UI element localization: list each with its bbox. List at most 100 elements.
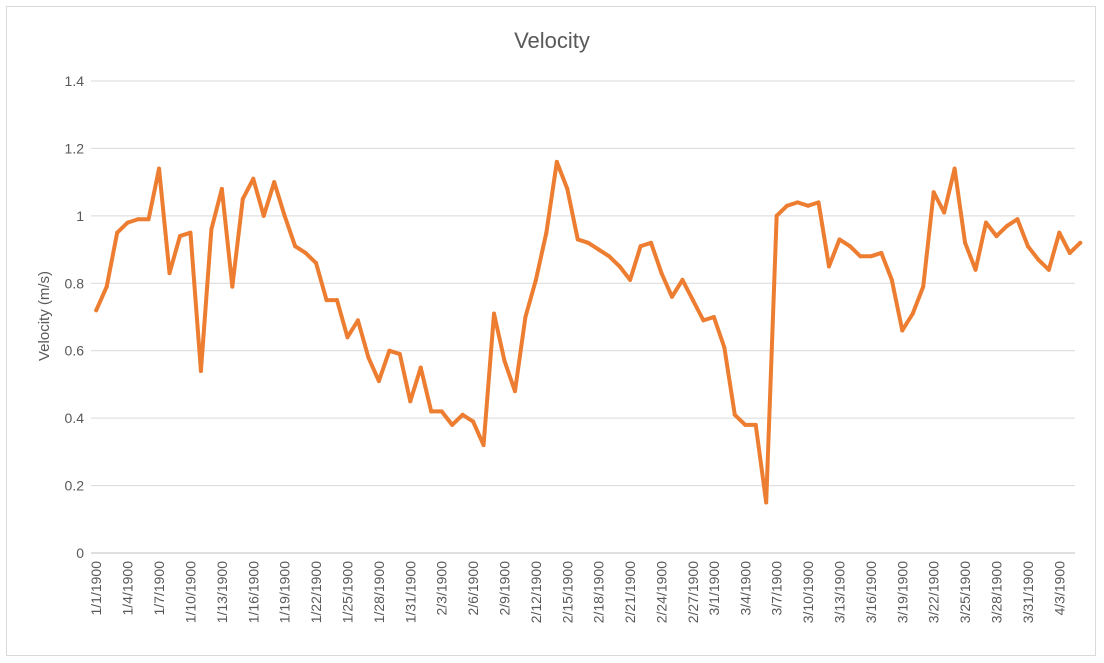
data-point	[314, 261, 319, 266]
x-tick-label: 1/1/1900	[88, 561, 104, 616]
data-point	[115, 230, 120, 235]
x-tick-label: 2/15/1900	[559, 561, 575, 623]
y-tick-label: 0.6	[65, 343, 85, 359]
data-point	[690, 298, 695, 303]
gridlines	[91, 80, 1075, 554]
x-tick-label: 2/21/1900	[622, 561, 638, 623]
data-point	[701, 318, 706, 323]
data-point	[942, 210, 947, 215]
x-tick-label: 1/10/1900	[182, 561, 198, 623]
data-point	[198, 368, 203, 373]
data-point	[785, 203, 790, 208]
data-point	[963, 240, 968, 245]
x-tick-label: 3/10/1900	[800, 561, 816, 623]
data-point	[1004, 223, 1009, 228]
y-tick-label: 0.8	[65, 275, 85, 291]
data-point	[397, 352, 402, 357]
data-point	[157, 166, 162, 171]
y-tick-label: 1.4	[65, 73, 85, 89]
data-point	[774, 213, 779, 218]
data-point	[387, 348, 392, 353]
data-point	[251, 176, 256, 181]
data-point	[240, 197, 245, 201]
x-tick-label: 3/19/1900	[894, 561, 910, 623]
data-point	[345, 335, 350, 340]
data-point	[1057, 230, 1062, 235]
data-point	[1078, 240, 1083, 245]
data-point	[649, 240, 654, 245]
x-tick-label: 1/25/1900	[339, 561, 355, 623]
data-point	[376, 379, 381, 384]
data-point	[952, 166, 957, 171]
data-point	[743, 422, 748, 427]
data-point	[439, 409, 444, 414]
data-point	[711, 315, 716, 319]
data-point	[586, 240, 591, 245]
data-point	[596, 247, 601, 252]
x-tick-label: 1/7/1900	[151, 561, 167, 616]
data-point	[188, 230, 193, 235]
y-tick-label: 1	[76, 208, 84, 224]
data-point	[94, 308, 99, 313]
data-point	[533, 277, 538, 282]
data-point	[460, 412, 465, 417]
data-point	[261, 213, 266, 218]
x-tick-labels: 1/1/1900 1/4/1900 1/7/1900 1/10/1900 1/13/19…	[88, 561, 1067, 624]
data-point	[177, 234, 182, 239]
data-point	[429, 409, 434, 414]
data-point	[575, 237, 580, 242]
data-point	[230, 284, 235, 289]
x-tick-label: 3/31/1900	[1020, 561, 1036, 623]
x-tick-label: 1/19/1900	[277, 561, 293, 623]
x-tick-label: 2/6/1900	[465, 561, 481, 616]
data-point	[209, 227, 214, 232]
chart-title: Velocity	[514, 28, 590, 53]
data-point	[889, 277, 894, 282]
data-point	[1025, 244, 1030, 249]
x-tick-label: 3/25/1900	[957, 561, 973, 623]
x-tick-label: 4/3/1900	[1051, 561, 1067, 616]
data-point	[554, 159, 559, 164]
series-group	[94, 159, 1083, 505]
data-point	[335, 298, 339, 303]
data-point	[994, 234, 999, 239]
data-point	[753, 422, 758, 427]
data-point	[366, 355, 371, 360]
data-point	[617, 264, 622, 269]
y-axis-label: Velocity (m/s)	[36, 271, 53, 361]
x-tick-label: 1/28/1900	[371, 561, 387, 623]
data-point	[125, 220, 130, 225]
data-point	[523, 315, 528, 319]
data-point	[722, 345, 727, 350]
data-point	[544, 230, 549, 235]
data-point	[565, 186, 570, 191]
y-tick-label: 1.2	[65, 140, 85, 156]
data-point	[1036, 257, 1041, 262]
data-point	[512, 389, 517, 394]
x-tick-label: 1/22/1900	[308, 561, 324, 623]
x-tick-label: 1/13/1900	[214, 561, 230, 623]
data-point	[837, 237, 842, 242]
data-point	[879, 250, 884, 255]
x-tick-label: 3/16/1900	[863, 561, 879, 623]
x-tick-label: 2/18/1900	[591, 561, 607, 623]
data-point	[481, 443, 486, 448]
data-point	[847, 244, 852, 249]
data-point	[146, 217, 151, 222]
data-point	[910, 311, 915, 316]
data-point	[680, 277, 685, 282]
x-tick-label: 3/13/1900	[831, 561, 847, 623]
data-point	[868, 254, 873, 259]
data-point	[931, 190, 936, 195]
data-point	[607, 254, 612, 259]
data-point	[816, 200, 821, 205]
data-point	[324, 298, 329, 303]
data-point	[795, 200, 800, 205]
data-point	[669, 294, 674, 299]
x-tick-label: 3/4/1900	[737, 561, 753, 616]
data-point	[219, 186, 224, 191]
data-point	[418, 365, 423, 370]
data-point	[973, 267, 978, 272]
data-point	[282, 213, 287, 218]
